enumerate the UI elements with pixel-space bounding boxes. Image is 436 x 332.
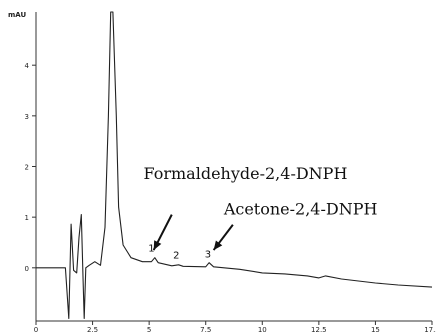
y-tick-label: 3	[25, 113, 29, 121]
peak-label: 2	[173, 251, 179, 262]
y-tick-label: 1	[25, 214, 29, 222]
x-tick-label: 15	[371, 326, 380, 332]
x-tick-label: 17.5	[424, 326, 436, 332]
y-tick-label: 2	[25, 164, 29, 172]
x-tick-label: 7.5	[200, 326, 211, 332]
ticks: 0 1 2 3 4 0 2.5 5 7.5 10 12.5 15 17.5	[25, 62, 436, 332]
annotation-text: Formaldehyde-2,4-DNPH	[143, 164, 347, 183]
x-tick-label: 12.5	[311, 326, 327, 332]
peak-label: 3	[205, 250, 211, 261]
series-group	[36, 11, 433, 320]
annotation-arrowhead	[213, 240, 223, 251]
x-tick-label: 2.5	[87, 326, 98, 332]
peak-label: 1	[148, 244, 154, 255]
x-tick-label: 0	[34, 326, 38, 332]
chromatogram-trace	[36, 11, 433, 320]
x-tick-label: 5	[147, 326, 151, 332]
y-tick-label: 4	[25, 62, 30, 70]
annotation-arrowhead	[153, 240, 162, 251]
x-tick-label: 10	[258, 326, 267, 332]
y-axis-label: mAU	[8, 11, 26, 19]
y-tick-label: 0	[25, 265, 29, 273]
annotation-text: Acetone-2,4-DNPH	[223, 200, 378, 219]
annotations-group: 1 2 3 Formaldehyde-2,4-DNPH Acetone-2,4-DNPH	[143, 164, 377, 262]
